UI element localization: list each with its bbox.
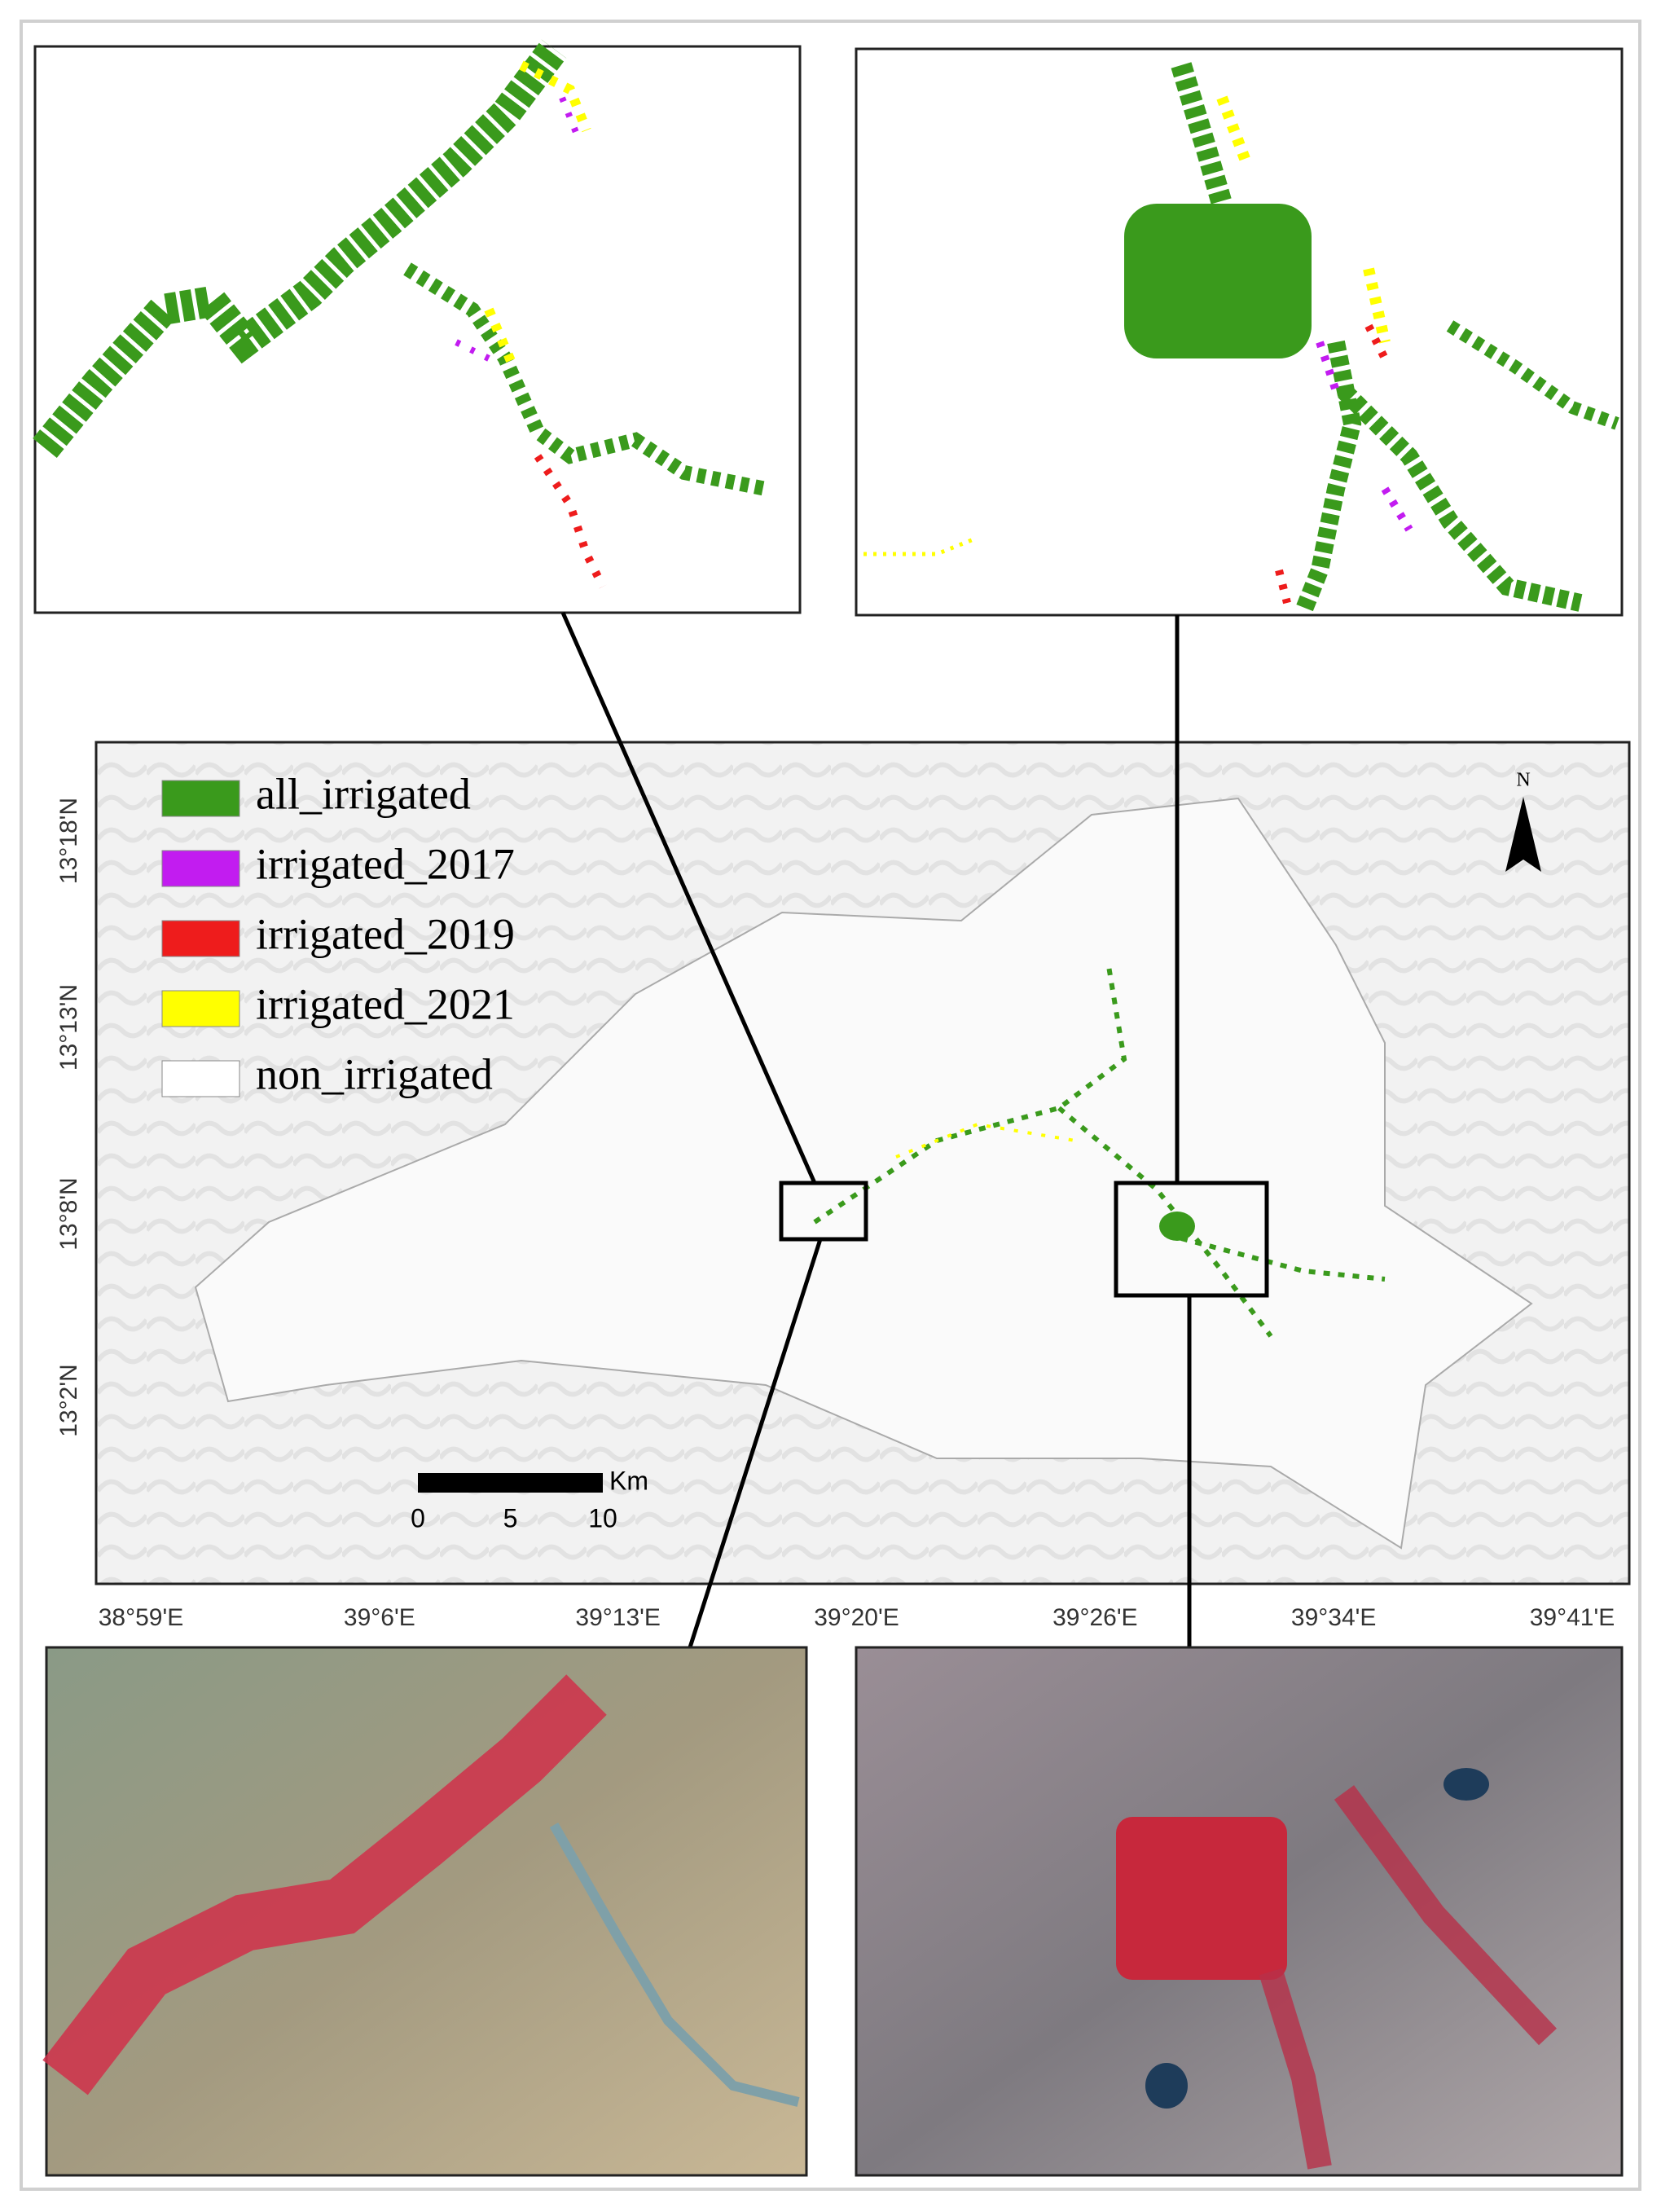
legend-swatch (161, 1060, 240, 1097)
legend-swatch (161, 850, 240, 887)
legend-label: non_irrigated (256, 1049, 493, 1098)
satellite-right (855, 1646, 1624, 2177)
lon-label: 39°6'E (344, 1604, 415, 1631)
legend-swatch (161, 780, 240, 817)
legend-label: irrigated_2019 (256, 909, 515, 958)
lat-label: 13°13'N (55, 984, 82, 1071)
north-label: N (1516, 770, 1530, 791)
lon-label: 39°41'E (1530, 1604, 1615, 1631)
connectors (560, 611, 1192, 1648)
lon-label: 39°34'E (1291, 1604, 1376, 1631)
legend-label: irrigated_2021 (256, 979, 515, 1028)
legend-swatch (161, 920, 240, 957)
legend: all_irrigated irrigated_2017 irrigated_201… (161, 769, 515, 1098)
lon-label: 39°20'E (814, 1604, 899, 1631)
legend-swatch (161, 990, 240, 1027)
legend-label: irrigated_2017 (256, 839, 515, 888)
lat-label: 13°2'N (55, 1364, 82, 1436)
scale-tick-label: 10 (588, 1503, 617, 1533)
north-arrow (1505, 797, 1541, 872)
lon-label: 39°13'E (575, 1604, 660, 1631)
scale-tick-label: 5 (503, 1503, 518, 1533)
lat-label: 13°18'N (55, 798, 82, 884)
satellite-left (42, 1646, 808, 2177)
main-map: all_irrigated irrigated_2017 irrigated_201… (94, 741, 1631, 1585)
scale-bar (418, 1473, 603, 1493)
lon-label: 38°59'E (99, 1604, 183, 1631)
lat-label: 13°8'N (55, 1177, 82, 1250)
legend-label: all_irrigated (256, 769, 471, 818)
scale-unit: Km (609, 1466, 648, 1495)
scale-tick-label: 0 (411, 1503, 425, 1533)
inset-top-left (33, 39, 802, 614)
lon-label: 39°26'E (1052, 1604, 1137, 1631)
inset-top-right (855, 47, 1624, 617)
